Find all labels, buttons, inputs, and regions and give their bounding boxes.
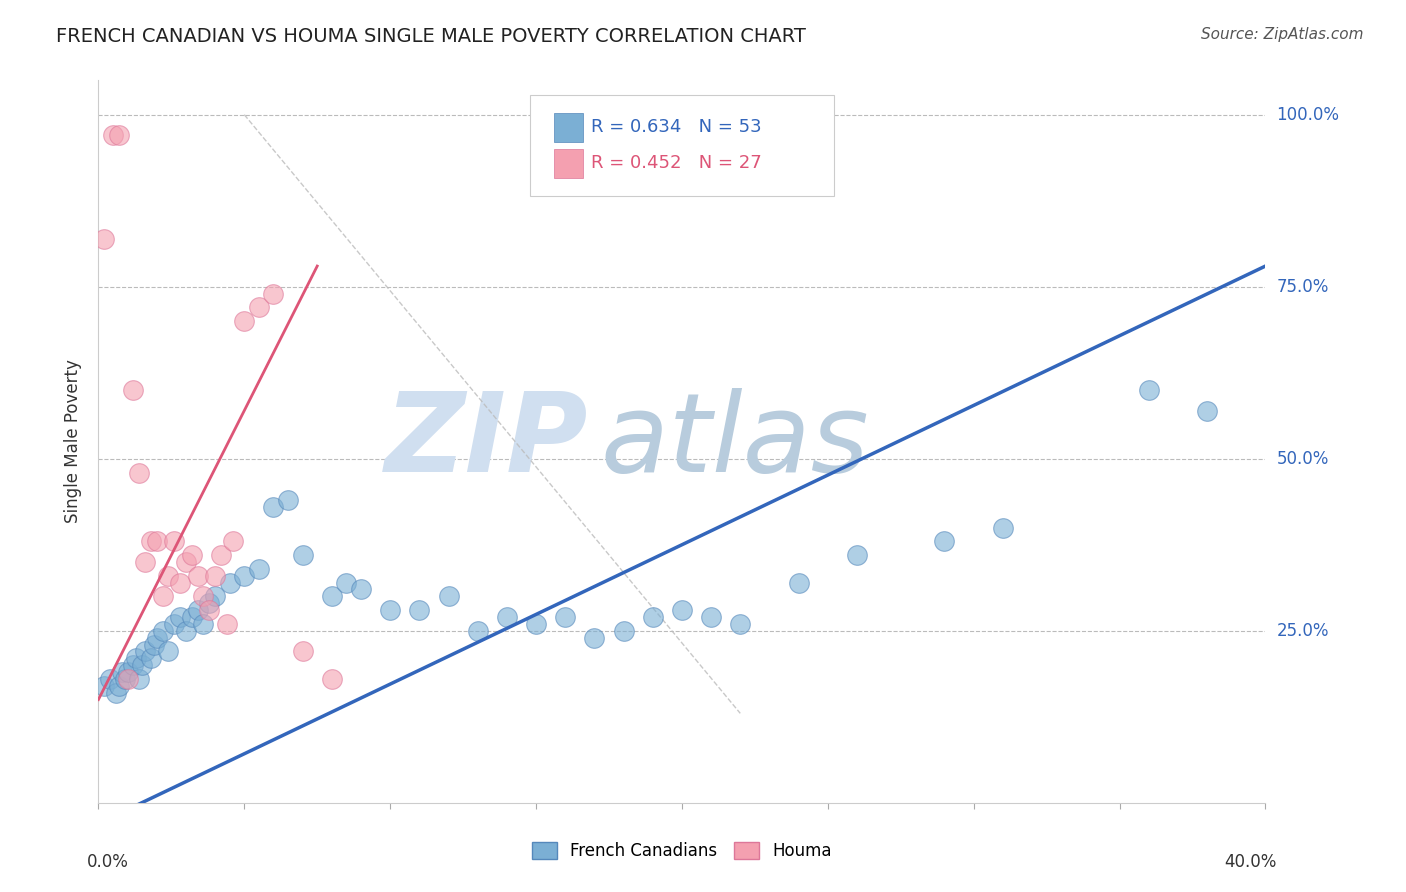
Point [700, 610, 723, 624]
Point [496, 610, 519, 624]
Point [350, 582, 373, 597]
Point [174, 555, 197, 569]
Text: ZIP: ZIP [385, 388, 589, 495]
Point [125, 651, 148, 665]
FancyBboxPatch shape [530, 95, 834, 196]
Point [152, 624, 174, 638]
Point [554, 610, 576, 624]
Text: atlas: atlas [600, 388, 869, 495]
Point [467, 624, 489, 638]
Point [215, 616, 238, 631]
Point [187, 603, 209, 617]
Point [204, 568, 226, 582]
Point [187, 568, 209, 582]
Point [169, 575, 191, 590]
Point [93, 231, 115, 245]
Point [218, 575, 240, 590]
Point [163, 616, 186, 631]
Point [204, 590, 226, 604]
Point [93, 679, 115, 693]
Point [180, 548, 202, 562]
Point [101, 128, 124, 143]
Text: 40.0%: 40.0% [1225, 854, 1277, 871]
Point [221, 534, 243, 549]
Point [152, 590, 174, 604]
Point [233, 568, 256, 582]
Text: 25.0%: 25.0% [1277, 622, 1329, 640]
Point [233, 314, 256, 328]
Point [117, 665, 139, 679]
Text: R = 0.634   N = 53: R = 0.634 N = 53 [591, 119, 762, 136]
Point [128, 672, 150, 686]
Point [98, 672, 121, 686]
Point [169, 610, 191, 624]
Point [198, 596, 221, 610]
Point [437, 590, 460, 604]
Text: 0.0%: 0.0% [87, 854, 128, 871]
Point [247, 562, 270, 576]
Point [108, 128, 131, 143]
Text: 75.0%: 75.0% [1277, 277, 1329, 296]
Point [247, 301, 270, 315]
Point [134, 555, 156, 569]
Point [612, 624, 634, 638]
Point [122, 658, 145, 673]
Point [128, 466, 150, 480]
Point [934, 534, 956, 549]
Point [991, 520, 1014, 534]
Point [671, 603, 693, 617]
Point [139, 651, 162, 665]
Point [146, 631, 169, 645]
Text: R = 0.452   N = 27: R = 0.452 N = 27 [591, 154, 762, 172]
Point [193, 616, 215, 631]
Point [335, 575, 357, 590]
Point [134, 644, 156, 658]
Text: FRENCH CANADIAN VS HOUMA SINGLE MALE POVERTY CORRELATION CHART: FRENCH CANADIAN VS HOUMA SINGLE MALE POV… [56, 27, 806, 45]
Point [1195, 403, 1218, 417]
Point [291, 548, 314, 562]
Point [180, 610, 202, 624]
Point [291, 644, 314, 658]
Point [321, 672, 343, 686]
Bar [554, 112, 582, 142]
Legend: French Canadians, Houma: French Canadians, Houma [526, 835, 838, 867]
Point [122, 383, 145, 397]
Point [262, 286, 284, 301]
Text: Source: ZipAtlas.com: Source: ZipAtlas.com [1201, 27, 1364, 42]
Point [198, 603, 221, 617]
Point [209, 548, 232, 562]
Point [583, 631, 606, 645]
Bar [554, 149, 582, 178]
Point [174, 624, 197, 638]
Text: 100.0%: 100.0% [1277, 105, 1340, 124]
Point [142, 638, 165, 652]
Point [131, 658, 153, 673]
Point [114, 672, 136, 686]
Point [787, 575, 810, 590]
Point [139, 534, 162, 549]
Point [104, 686, 127, 700]
Point [380, 603, 402, 617]
Point [277, 493, 299, 508]
Point [846, 548, 869, 562]
Point [730, 616, 752, 631]
Point [146, 534, 169, 549]
Point [157, 568, 180, 582]
Point [108, 679, 131, 693]
Point [262, 500, 284, 514]
Point [117, 672, 139, 686]
Point [524, 616, 547, 631]
Point [1137, 383, 1160, 397]
Point [157, 644, 180, 658]
Point [408, 603, 430, 617]
Text: 50.0%: 50.0% [1277, 450, 1329, 467]
Point [111, 665, 134, 679]
Point [193, 590, 215, 604]
Y-axis label: Single Male Poverty: Single Male Poverty [65, 359, 83, 524]
Point [163, 534, 186, 549]
Point [641, 610, 664, 624]
Point [321, 590, 343, 604]
